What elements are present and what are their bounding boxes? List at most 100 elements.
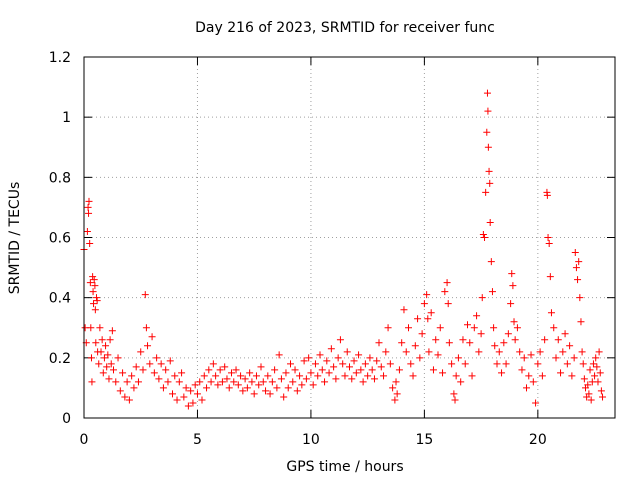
data-point [330, 363, 338, 371]
data-point [268, 378, 276, 386]
data-point [591, 372, 599, 380]
data-point [393, 390, 401, 398]
data-point [106, 336, 114, 344]
data-point [187, 387, 195, 395]
data-point [473, 312, 481, 320]
data-point [92, 294, 100, 302]
data-point [557, 369, 565, 377]
data-point [436, 324, 444, 332]
plot-frame [83, 56, 616, 419]
data-point [302, 375, 310, 383]
data-point [485, 167, 493, 175]
data-point [580, 375, 588, 383]
data-point [578, 348, 586, 356]
data-point [321, 378, 329, 386]
data-point [357, 366, 365, 374]
data-point [416, 354, 424, 362]
y-tick-label: 0 [62, 411, 71, 427]
data-point [198, 396, 206, 404]
data-point [178, 369, 186, 377]
data-point [314, 372, 322, 380]
data-point [209, 360, 217, 368]
data-point [123, 378, 131, 386]
data-point [225, 384, 233, 392]
data-point [439, 369, 447, 377]
data-point [541, 336, 549, 344]
data-point [594, 378, 602, 386]
data-point [546, 273, 554, 281]
data-point [284, 384, 292, 392]
data-point [221, 363, 229, 371]
data-point [85, 197, 93, 205]
data-point [487, 258, 495, 266]
data-point [104, 351, 112, 359]
data-point [252, 372, 260, 380]
data-point [307, 369, 315, 377]
data-point [516, 348, 524, 356]
data-point [547, 309, 555, 317]
data-point [444, 300, 452, 308]
data-point [584, 381, 592, 389]
data-point [568, 372, 576, 380]
data-point [597, 387, 605, 395]
data-point [298, 381, 306, 389]
data-point [248, 378, 256, 386]
data-point [359, 378, 367, 386]
data-point [262, 387, 270, 395]
data-point [99, 369, 107, 377]
data-point [572, 264, 580, 272]
data-point [141, 291, 149, 299]
data-point [119, 369, 127, 377]
data-point [271, 366, 279, 374]
data-point [448, 360, 456, 368]
data-point [457, 378, 465, 386]
data-point [97, 348, 105, 356]
data-point [212, 372, 220, 380]
data-point [241, 375, 249, 383]
data-point [86, 240, 94, 248]
data-point [511, 336, 519, 344]
data-point [318, 366, 326, 374]
data-point [108, 327, 116, 335]
data-point [375, 339, 383, 347]
x-axis-label: GPS time / hours [286, 459, 403, 475]
data-point [595, 348, 603, 356]
data-point [425, 348, 433, 356]
data-point [510, 318, 518, 326]
data-point [479, 230, 487, 238]
data-point [196, 378, 204, 386]
data-point [520, 354, 528, 362]
data-point [259, 378, 267, 386]
data-point [392, 378, 400, 386]
data-point [144, 342, 152, 350]
data-point [534, 360, 542, 368]
data-point [91, 306, 99, 314]
data-point [291, 366, 299, 374]
data-point [84, 203, 92, 211]
data-point [100, 354, 108, 362]
data-point [486, 218, 494, 226]
data-point [502, 360, 510, 368]
data-point [130, 384, 138, 392]
data-point [287, 360, 294, 368]
data-point [228, 369, 235, 377]
data-point [454, 354, 462, 362]
data-point [148, 333, 156, 341]
data-point [246, 369, 254, 377]
data-point [125, 396, 133, 404]
data-point [574, 276, 582, 284]
y-axis-label: SRMTID / TECUs [7, 182, 23, 295]
data-point [587, 396, 595, 404]
data-point [311, 360, 319, 368]
data-point [483, 128, 491, 136]
data-point [184, 402, 192, 410]
data-point [98, 336, 106, 344]
data-point [85, 209, 93, 217]
data-point [114, 354, 122, 362]
data-point [296, 372, 304, 380]
data-point [352, 369, 360, 377]
data-point [427, 309, 435, 317]
data-point [576, 294, 584, 302]
data-point [543, 191, 551, 199]
